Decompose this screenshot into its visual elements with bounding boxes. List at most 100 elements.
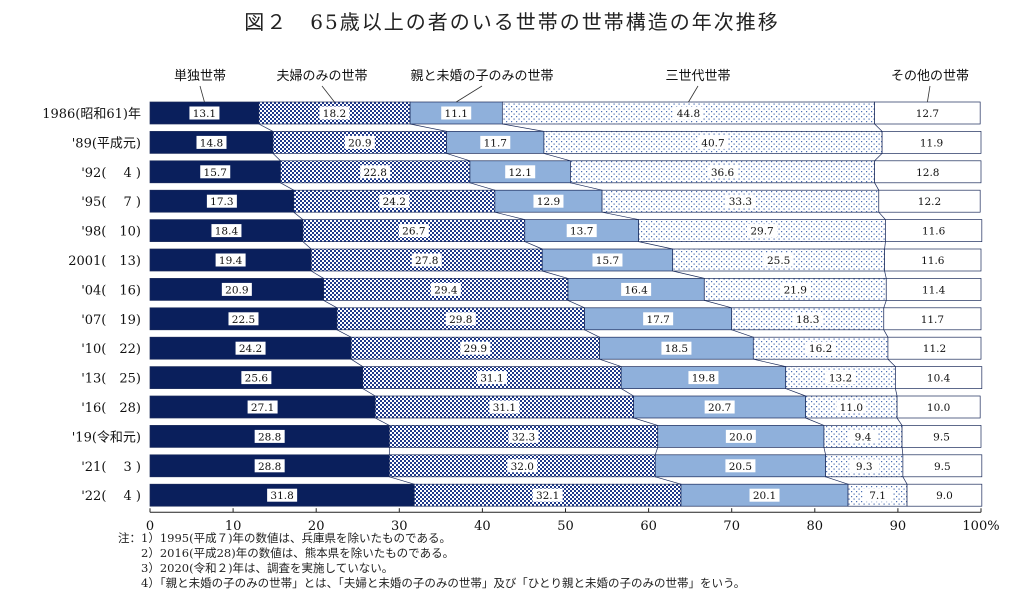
connector-line [884, 241, 886, 250]
connector-line [874, 182, 880, 191]
x-tick-label: 100% [962, 519, 999, 534]
connector-line [336, 329, 352, 338]
value-label-box [508, 429, 539, 443]
value-label-box [725, 459, 756, 473]
value-label: 12.1 [509, 167, 532, 179]
value-label: 11.2 [923, 343, 946, 355]
value-label: 18.5 [665, 343, 688, 355]
value-label: 11.7 [921, 314, 944, 326]
category-label: 2001( 13) [68, 254, 141, 269]
value-label-box [441, 106, 472, 120]
connector-line [524, 241, 543, 250]
value-label: 31.1 [480, 373, 503, 385]
value-label-box [914, 194, 945, 208]
connector-line [599, 358, 622, 367]
footnote: 4）「親と未婚の子のみの世帯」とは、「夫婦と未婚の子のみの世帯」及び「ひとり親と… [118, 576, 746, 590]
value-label-box [505, 165, 536, 179]
value-label: 20.5 [729, 461, 752, 473]
value-label-box [688, 371, 719, 385]
value-label-box [215, 253, 246, 267]
value-label: 20.9 [225, 284, 248, 296]
connector-line [272, 153, 281, 162]
value-label-box [460, 341, 491, 355]
value-label: 18.3 [796, 314, 819, 326]
value-label-box [725, 429, 756, 443]
value-label: 44.8 [677, 108, 700, 120]
connector-line [902, 476, 908, 485]
value-label: 9.5 [933, 431, 950, 443]
legend-label: 三世代世帯 [665, 69, 730, 84]
connector-line [704, 300, 732, 309]
value-label-box [704, 400, 735, 414]
legend-leader-line [321, 85, 335, 103]
value-label-box [228, 312, 259, 326]
value-label: 26.7 [402, 226, 425, 238]
value-label-box [919, 341, 950, 355]
value-label: 20.9 [348, 137, 371, 149]
value-label-box [360, 165, 391, 179]
category-label: '21( 3 ) [81, 460, 141, 475]
value-label-box [805, 341, 836, 355]
value-label-box [319, 106, 350, 120]
connector-line [389, 476, 415, 485]
value-label-box [241, 371, 272, 385]
value-label: 36.6 [711, 167, 735, 179]
legend-leader-line [199, 85, 205, 103]
legend-label: 親と未婚の子のみの世帯 [410, 69, 553, 84]
value-label-box [211, 224, 242, 238]
value-label-box [929, 488, 960, 502]
value-label: 28.8 [258, 461, 281, 473]
value-label-box [476, 371, 507, 385]
value-label: 29.8 [449, 314, 472, 326]
connector-line [350, 358, 363, 367]
value-label-box [792, 312, 823, 326]
value-label: 31.8 [270, 490, 293, 502]
value-label: 31.1 [493, 402, 516, 414]
value-label: 29.9 [464, 343, 487, 355]
value-label-box [189, 106, 220, 120]
value-label: 10.4 [927, 373, 951, 385]
category-label: '98( 10) [81, 225, 141, 240]
value-label: 12.2 [918, 196, 941, 208]
value-label-box [847, 429, 878, 443]
category-label: '19(令和元) [72, 430, 141, 445]
value-label: 22.5 [232, 314, 255, 326]
stacked-bar-chart: 13.1 18.2 11.1 44.8 12.7 14.8 20.9 11.7 40.7 11.9… [42, 68, 1000, 534]
category-labels: 1986(昭和61)年 '89(平成元) '92( 4 ) '95( 7 ) '98( … [42, 107, 141, 504]
value-label-box [621, 282, 652, 296]
value-label-box [923, 400, 954, 414]
value-label: 17.3 [210, 196, 233, 208]
value-label: 15.7 [596, 255, 619, 267]
footnote: 注：1）1995(平成７)年の数値は、兵庫県を除いたものである。 [118, 531, 451, 545]
legend-label: 夫婦のみの世帯 [276, 68, 367, 84]
value-label: 20.0 [729, 431, 752, 443]
chart-title: 図２ 65歳以上の者のいる世帯の世帯構造の年次推移 [244, 10, 780, 34]
connector-line [311, 270, 324, 279]
value-label-box [480, 135, 511, 149]
value-label: 11.0 [840, 402, 863, 414]
connector-line [293, 211, 304, 220]
value-label: 25.6 [245, 373, 269, 385]
value-label: 32.3 [512, 431, 535, 443]
footnote: 2）2016(平成28)年の数値は、熊本県を除いたものである。 [118, 546, 455, 560]
x-axis: 0 10 20 30 40 50 60 70 80 90 100% [146, 508, 1000, 534]
x-tick-label: 80 [807, 519, 824, 534]
connector-line [302, 241, 312, 250]
value-label: 32.1 [536, 490, 559, 502]
value-label-box [918, 282, 949, 296]
value-label: 27.8 [415, 255, 438, 267]
connector-line [895, 388, 898, 397]
value-label: 14.8 [200, 137, 223, 149]
value-label-box [200, 165, 231, 179]
connector-line [874, 123, 883, 132]
value-label-box [489, 400, 520, 414]
value-label-box [379, 194, 410, 208]
value-label: 11.1 [445, 108, 468, 120]
connector-line [375, 417, 390, 426]
connector-line [584, 329, 600, 338]
x-tick-label: 70 [723, 519, 740, 534]
bars [149, 101, 983, 507]
value-label-box [430, 282, 461, 296]
connector-line [883, 300, 887, 308]
connector-line [638, 241, 673, 250]
